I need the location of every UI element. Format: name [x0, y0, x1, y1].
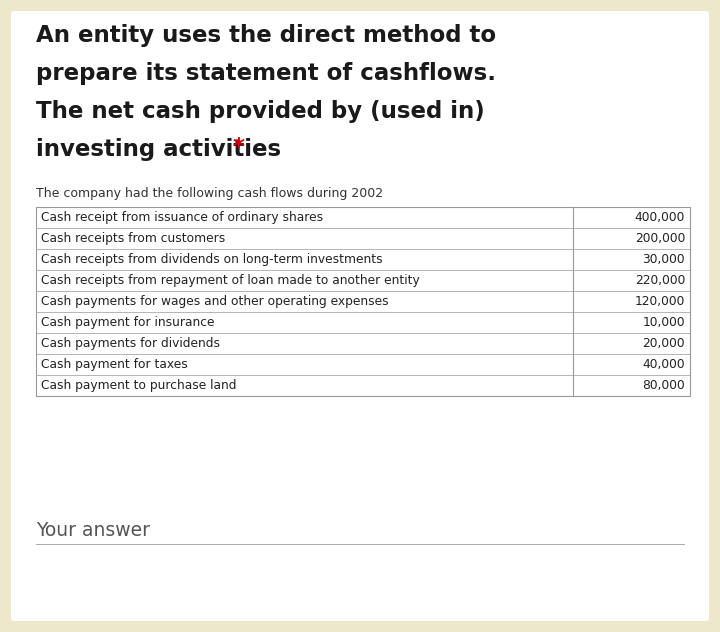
Text: 40,000: 40,000: [642, 358, 685, 371]
Text: 30,000: 30,000: [642, 253, 685, 266]
Text: Cash receipts from repayment of loan made to another entity: Cash receipts from repayment of loan mad…: [41, 274, 420, 287]
Text: The company had the following cash flows during 2002: The company had the following cash flows…: [36, 187, 383, 200]
FancyBboxPatch shape: [11, 11, 709, 621]
Text: 80,000: 80,000: [642, 379, 685, 392]
Text: Cash payment for insurance: Cash payment for insurance: [41, 316, 215, 329]
Text: prepare its statement of cashflows.: prepare its statement of cashflows.: [36, 62, 496, 85]
Text: 20,000: 20,000: [642, 337, 685, 350]
Text: investing activities: investing activities: [36, 138, 289, 161]
Text: 120,000: 120,000: [634, 295, 685, 308]
Text: Cash payment for taxes: Cash payment for taxes: [41, 358, 188, 371]
Text: Cash receipts from dividends on long-term investments: Cash receipts from dividends on long-ter…: [41, 253, 382, 266]
Text: 200,000: 200,000: [634, 232, 685, 245]
Text: *: *: [233, 136, 245, 159]
Text: Cash payment to purchase land: Cash payment to purchase land: [41, 379, 236, 392]
Text: Cash payments for dividends: Cash payments for dividends: [41, 337, 220, 350]
Text: 400,000: 400,000: [634, 211, 685, 224]
Text: Cash receipts from customers: Cash receipts from customers: [41, 232, 225, 245]
Text: An entity uses the direct method to: An entity uses the direct method to: [36, 24, 496, 47]
Text: The net cash provided by (used in): The net cash provided by (used in): [36, 100, 485, 123]
Text: Cash payments for wages and other operating expenses: Cash payments for wages and other operat…: [41, 295, 389, 308]
Text: Your answer: Your answer: [36, 521, 150, 540]
Text: 220,000: 220,000: [634, 274, 685, 287]
Bar: [36, 207, 690, 396]
Text: 10,000: 10,000: [642, 316, 685, 329]
Text: Cash receipt from issuance of ordinary shares: Cash receipt from issuance of ordinary s…: [41, 211, 323, 224]
